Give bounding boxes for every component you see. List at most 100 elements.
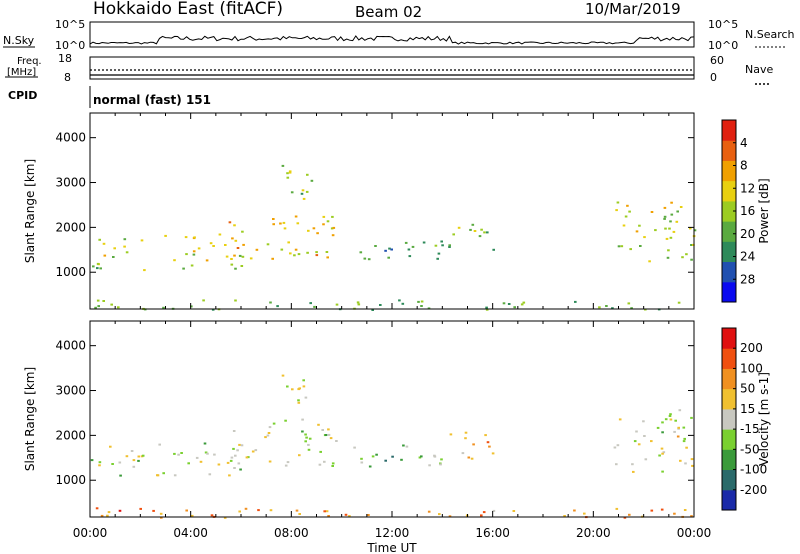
velocity-cell: [685, 446, 688, 449]
power-ytick-label: 3000: [55, 176, 86, 190]
velocity-cell: [461, 452, 465, 455]
power-cell: [685, 253, 688, 256]
power-cell: [97, 305, 100, 308]
velocity-cell: [206, 452, 209, 455]
velocity-cell: [132, 465, 136, 468]
nsearch-label: N.Search: [745, 28, 795, 41]
power-cell: [325, 251, 329, 253]
power-cell: [288, 171, 292, 174]
power-cell: [209, 242, 213, 245]
velocity-cell: [125, 455, 129, 458]
velocity-cell: [185, 509, 188, 512]
power-cell: [626, 204, 629, 207]
power-cell: [94, 306, 97, 309]
power-cell: [315, 254, 319, 257]
velocity-cell: [208, 473, 212, 476]
power-cell: [310, 179, 314, 182]
velocity-cell: [111, 463, 114, 465]
velocity-cell: [662, 451, 666, 454]
power-colorbar-tick-label: 12: [740, 181, 755, 195]
freq-tick-bottom: 8: [64, 71, 71, 84]
power-cell: [363, 257, 367, 260]
velocity-cell: [236, 449, 239, 452]
velocity-cell: [257, 509, 260, 512]
power-cell: [448, 244, 451, 247]
velocity-cell: [683, 509, 687, 511]
power-cell: [434, 244, 438, 247]
velocity-cell: [637, 443, 641, 446]
power-cell: [326, 256, 329, 259]
nsky-tick-top: 10^5: [55, 18, 85, 31]
power-cell: [113, 247, 116, 250]
velocity-cell: [384, 459, 387, 462]
power-cell: [480, 228, 483, 231]
cpid-panel: CPID normal (fast) 151: [8, 86, 211, 108]
power-cell: [211, 308, 215, 311]
velocity-colorbar-label: Velocity [m s-1]: [757, 372, 771, 466]
velocity-cell: [344, 513, 348, 516]
power-cell: [288, 170, 292, 173]
power-cell: [224, 244, 227, 246]
power-cell: [664, 227, 667, 230]
power-cell: [440, 240, 443, 243]
power-ylabel: Slant Range [km]: [23, 159, 37, 263]
velocity-cell: [307, 443, 310, 446]
velocity-colorbar-swatch: [722, 429, 736, 450]
power-cell: [125, 251, 129, 254]
velocity-cell: [118, 509, 122, 512]
power-cell: [574, 300, 577, 303]
power-cell: [675, 220, 679, 223]
beam-label: Beam 02: [355, 3, 422, 21]
velocity-cell: [284, 419, 287, 422]
power-cell: [420, 300, 424, 303]
power-cell: [666, 256, 670, 259]
power-colorbar-tick-label: 4: [740, 136, 748, 150]
velocity-cell: [482, 511, 486, 514]
velocity-cell: [660, 447, 664, 450]
velocity-cell: [661, 421, 664, 424]
velocity-cell: [367, 514, 370, 516]
power-cell: [307, 229, 310, 232]
power-cell: [283, 227, 287, 230]
velocity-cell: [268, 460, 272, 463]
freq-frame: [89, 56, 695, 80]
power-cell: [300, 192, 304, 195]
xtick-label: 04:00: [173, 526, 208, 540]
power-cell: [102, 242, 106, 245]
velocity-cell: [240, 444, 244, 447]
velocity-cell: [642, 420, 645, 423]
power-cell: [401, 302, 405, 305]
power-heatmap: [92, 164, 697, 311]
velocity-cell: [661, 452, 664, 455]
velocity-cell: [239, 468, 242, 471]
velocity-cell: [563, 515, 566, 517]
velocity-cell: [213, 453, 216, 456]
power-cell: [485, 306, 488, 309]
velocity-cell: [324, 434, 328, 436]
velocity-cell: [307, 448, 311, 451]
velocity-cell: [439, 463, 442, 466]
velocity-cell: [331, 462, 335, 465]
velocity-cell: [232, 430, 236, 432]
velocity-cell: [323, 510, 326, 513]
velocity-colorbar-swatch: [722, 368, 736, 390]
velocity-cell: [109, 445, 112, 448]
velocity-cell: [173, 452, 176, 455]
velocity-cell: [132, 459, 136, 462]
velocity-colorbar-swatch: [722, 328, 736, 349]
power-cell: [483, 231, 486, 234]
power-cell: [234, 267, 237, 270]
power-cell: [404, 241, 408, 244]
power-cell: [173, 259, 176, 262]
velocity-cell: [331, 465, 334, 467]
power-cell: [184, 236, 188, 239]
power-cell: [286, 172, 289, 175]
nsky-tick-bottom: 10^0: [55, 39, 85, 52]
power-cell: [374, 245, 377, 247]
power-colorbar-tick-label: 16: [740, 204, 755, 218]
velocity-cell: [375, 453, 378, 456]
power-cell: [384, 249, 387, 252]
velocity-cell: [682, 440, 686, 443]
velocity-cell: [353, 446, 356, 449]
